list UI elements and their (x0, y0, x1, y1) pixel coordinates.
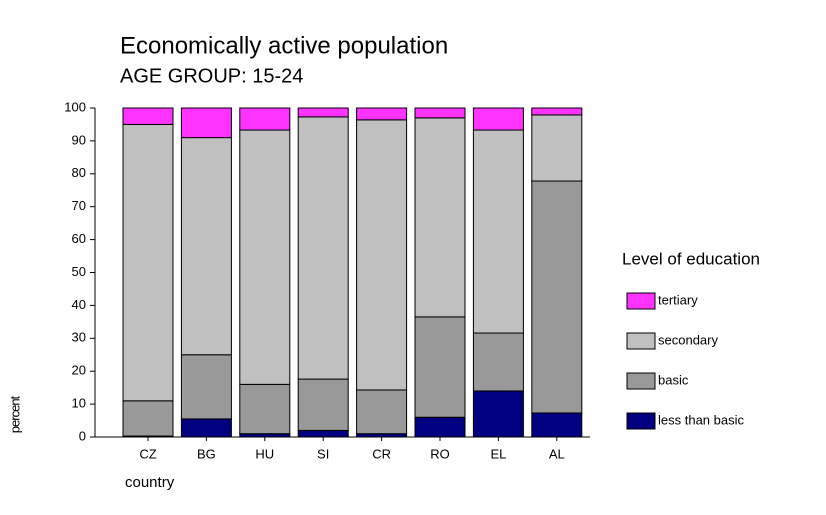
y-tick-label: 100 (64, 99, 86, 114)
legend-title: Level of education (622, 249, 760, 268)
y-tick-label: 50 (72, 264, 86, 279)
bar-segment (414, 316, 466, 418)
x-tick-label: RO (430, 446, 450, 461)
bar-segment (414, 416, 466, 438)
bar-segment (356, 119, 408, 391)
x-tick-label: CZ (139, 446, 156, 461)
bar-segment (122, 123, 174, 402)
x-tick-label: HU (255, 446, 274, 461)
legend-swatch (626, 412, 656, 430)
legend-swatch (626, 372, 656, 390)
bar-segment (239, 107, 291, 131)
x-tick-label: CR (372, 446, 391, 461)
bar-segment (180, 107, 232, 139)
legend-swatch (626, 332, 656, 350)
bar-segment (297, 107, 349, 118)
bar-segment (531, 180, 583, 414)
y-tick-label: 40 (72, 297, 86, 312)
y-tick-label: 70 (72, 198, 86, 213)
bar-segment (180, 418, 232, 438)
bar-segment (414, 107, 466, 119)
bar-segment (531, 412, 583, 438)
x-tick-label: AL (549, 446, 565, 461)
y-tick-label: 60 (72, 231, 86, 246)
bar-segment (531, 107, 583, 116)
x-tick-label: SI (317, 446, 329, 461)
bar-segment (297, 429, 349, 438)
x-axis-label: country (125, 474, 175, 491)
bar-segment (180, 137, 232, 356)
bar-segment (531, 114, 583, 182)
bar-segment (239, 383, 291, 435)
bar-segment (472, 107, 524, 131)
bar-segment (122, 400, 174, 437)
bar-segment (472, 129, 524, 334)
chart-subtitle: AGE GROUP: 15-24 (120, 65, 303, 87)
bar-segment (472, 390, 524, 438)
legend-label: secondary (658, 332, 718, 347)
legend-label: less than basic (658, 412, 744, 427)
bar-segment (297, 378, 349, 431)
bar-segment (472, 332, 524, 392)
y-tick-label: 20 (72, 363, 86, 378)
bar-segment (239, 129, 291, 385)
y-axis-label: percent (7, 395, 22, 433)
legend-swatch (626, 292, 656, 310)
legend-label: basic (658, 372, 689, 387)
bar-segment (356, 107, 408, 121)
y-tick-label: 80 (72, 165, 86, 180)
bar-segment (297, 116, 349, 380)
x-tick-label: BG (197, 446, 216, 461)
chart-title: Economically active population (120, 32, 448, 59)
y-tick-label: 90 (72, 132, 86, 147)
y-tick-label: 30 (72, 330, 86, 345)
bar-segment (414, 117, 466, 318)
bar-segment (122, 107, 174, 125)
y-tick-label: 10 (72, 396, 86, 411)
y-tick-label: 0 (79, 428, 86, 443)
x-tick-label: EL (490, 446, 506, 461)
bar-segment (356, 389, 408, 435)
legend-label: tertiary (658, 292, 698, 307)
bar-segment (180, 354, 232, 420)
